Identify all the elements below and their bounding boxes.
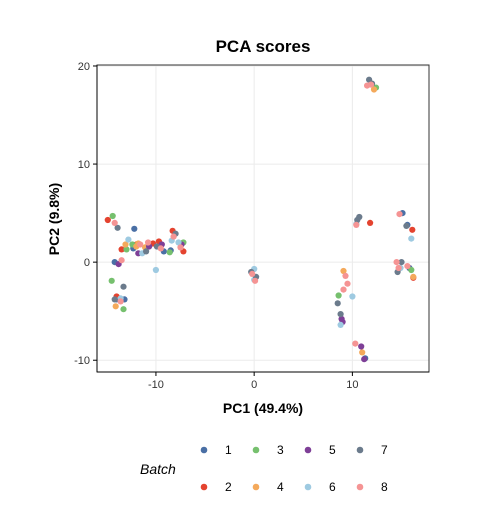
- data-point-batch-8: [395, 264, 402, 272]
- data-point-batch-4: [410, 273, 417, 280]
- data-point-batch-8: [145, 239, 152, 246]
- data-point-batch-4: [340, 267, 347, 275]
- data-point-batch-4: [359, 349, 366, 356]
- grid-lines: [97, 65, 429, 372]
- x-tick-label: 0: [251, 379, 257, 391]
- data-point-batch-7: [403, 222, 410, 229]
- plot-panel-border: [96, 64, 430, 373]
- legend-key-batch-2: [200, 483, 208, 491]
- legend-key-batch-6: [304, 483, 312, 491]
- data-point-batch-7: [354, 216, 361, 224]
- legend-key-batch-8: [356, 483, 364, 491]
- data-point-batch-4: [122, 241, 129, 248]
- legend-label-batch-8: 8: [381, 480, 388, 494]
- legend-label-batch-7: 7: [381, 443, 388, 457]
- data-point-batch-6: [337, 321, 344, 328]
- data-points: [104, 76, 417, 363]
- data-point-batch-7: [337, 311, 344, 318]
- data-point-batch-8: [353, 221, 360, 228]
- x-axis-title: PC1 (49.4%): [223, 400, 303, 416]
- y-tick-label: 10: [78, 159, 90, 171]
- data-point-batch-8: [157, 245, 164, 252]
- legend-key-batch-5: [304, 446, 312, 454]
- legend-key-batch-1: [200, 446, 208, 454]
- data-point-batch-7: [120, 283, 127, 290]
- data-point-batch-6: [125, 236, 132, 243]
- data-point-batch-7: [334, 300, 341, 307]
- x-tick-label: 10: [346, 379, 358, 391]
- data-point-batch-5: [361, 356, 368, 363]
- data-point-batch-6: [349, 293, 356, 300]
- data-point-batch-6: [152, 266, 159, 274]
- y-tick-label: 20: [78, 61, 90, 73]
- data-point-batch-8: [170, 233, 177, 240]
- legend-label-batch-2: 2: [225, 480, 232, 494]
- legend: Batch 1 2 3 4 5 6 7 8: [140, 443, 388, 494]
- data-point-batch-6: [175, 239, 182, 246]
- data-point-batch-8: [352, 340, 359, 347]
- data-point-batch-5: [358, 343, 365, 350]
- data-point-batch-7: [143, 248, 150, 255]
- data-point-batch-7: [111, 296, 118, 303]
- legend-key-batch-4: [252, 483, 260, 491]
- data-point-batch-8: [367, 81, 375, 88]
- y-axis-title: PC2 (9.8%): [46, 183, 62, 255]
- data-point-batch-3: [166, 249, 173, 256]
- chart-title: PCA scores: [216, 37, 311, 56]
- data-point-batch-8: [111, 219, 118, 226]
- legend-label-batch-3: 3: [277, 443, 284, 457]
- data-point-batch-8: [393, 259, 400, 266]
- data-point-batch-2: [367, 219, 374, 226]
- data-point-batch-3: [120, 306, 127, 313]
- data-point-batch-3: [108, 277, 115, 284]
- legend-label-batch-4: 4: [277, 480, 284, 494]
- data-point-batch-8: [344, 280, 351, 287]
- data-point-batch-8: [249, 270, 256, 277]
- legend-key-batch-7: [356, 446, 364, 454]
- legend-label-batch-5: 5: [329, 443, 336, 457]
- data-point-batch-6: [408, 235, 415, 242]
- data-point-batch-4: [112, 303, 119, 310]
- data-point-batch-8: [137, 241, 144, 248]
- y-tick-label: -10: [74, 355, 90, 367]
- legend-items: 1 2 3 4 5 6 7 8: [200, 443, 388, 494]
- data-point-batch-1: [131, 225, 138, 232]
- legend-label-batch-1: 1: [225, 443, 232, 457]
- x-tick-label: -10: [148, 379, 164, 391]
- data-point-batch-8: [118, 257, 125, 264]
- data-point-batch-3: [109, 212, 116, 220]
- legend-key-batch-3: [252, 446, 260, 454]
- data-point-batch-4: [370, 86, 378, 93]
- legend-label-batch-6: 6: [329, 480, 336, 494]
- data-point-batch-2: [104, 216, 111, 224]
- data-point-batch-3: [335, 292, 342, 299]
- data-point-batch-8: [252, 277, 259, 284]
- data-point-batch-8: [117, 298, 124, 305]
- data-point-batch-2: [118, 246, 125, 253]
- y-tick-label: 0: [84, 257, 90, 269]
- data-point-batch-8: [404, 263, 411, 270]
- data-point-batch-3: [123, 246, 130, 253]
- data-point-batch-2: [409, 226, 416, 233]
- legend-title: Batch: [140, 461, 176, 477]
- axis-ticks: -10 0 10 -10 0 10 20: [74, 61, 358, 391]
- data-point-batch-7: [398, 259, 405, 266]
- data-point-batch-3: [408, 266, 415, 274]
- data-point-batch-8: [342, 272, 349, 279]
- data-point-batch-8: [177, 244, 184, 251]
- data-point-batch-7: [114, 224, 121, 231]
- data-point-batch-8: [340, 286, 347, 293]
- data-point-batch-8: [396, 211, 403, 218]
